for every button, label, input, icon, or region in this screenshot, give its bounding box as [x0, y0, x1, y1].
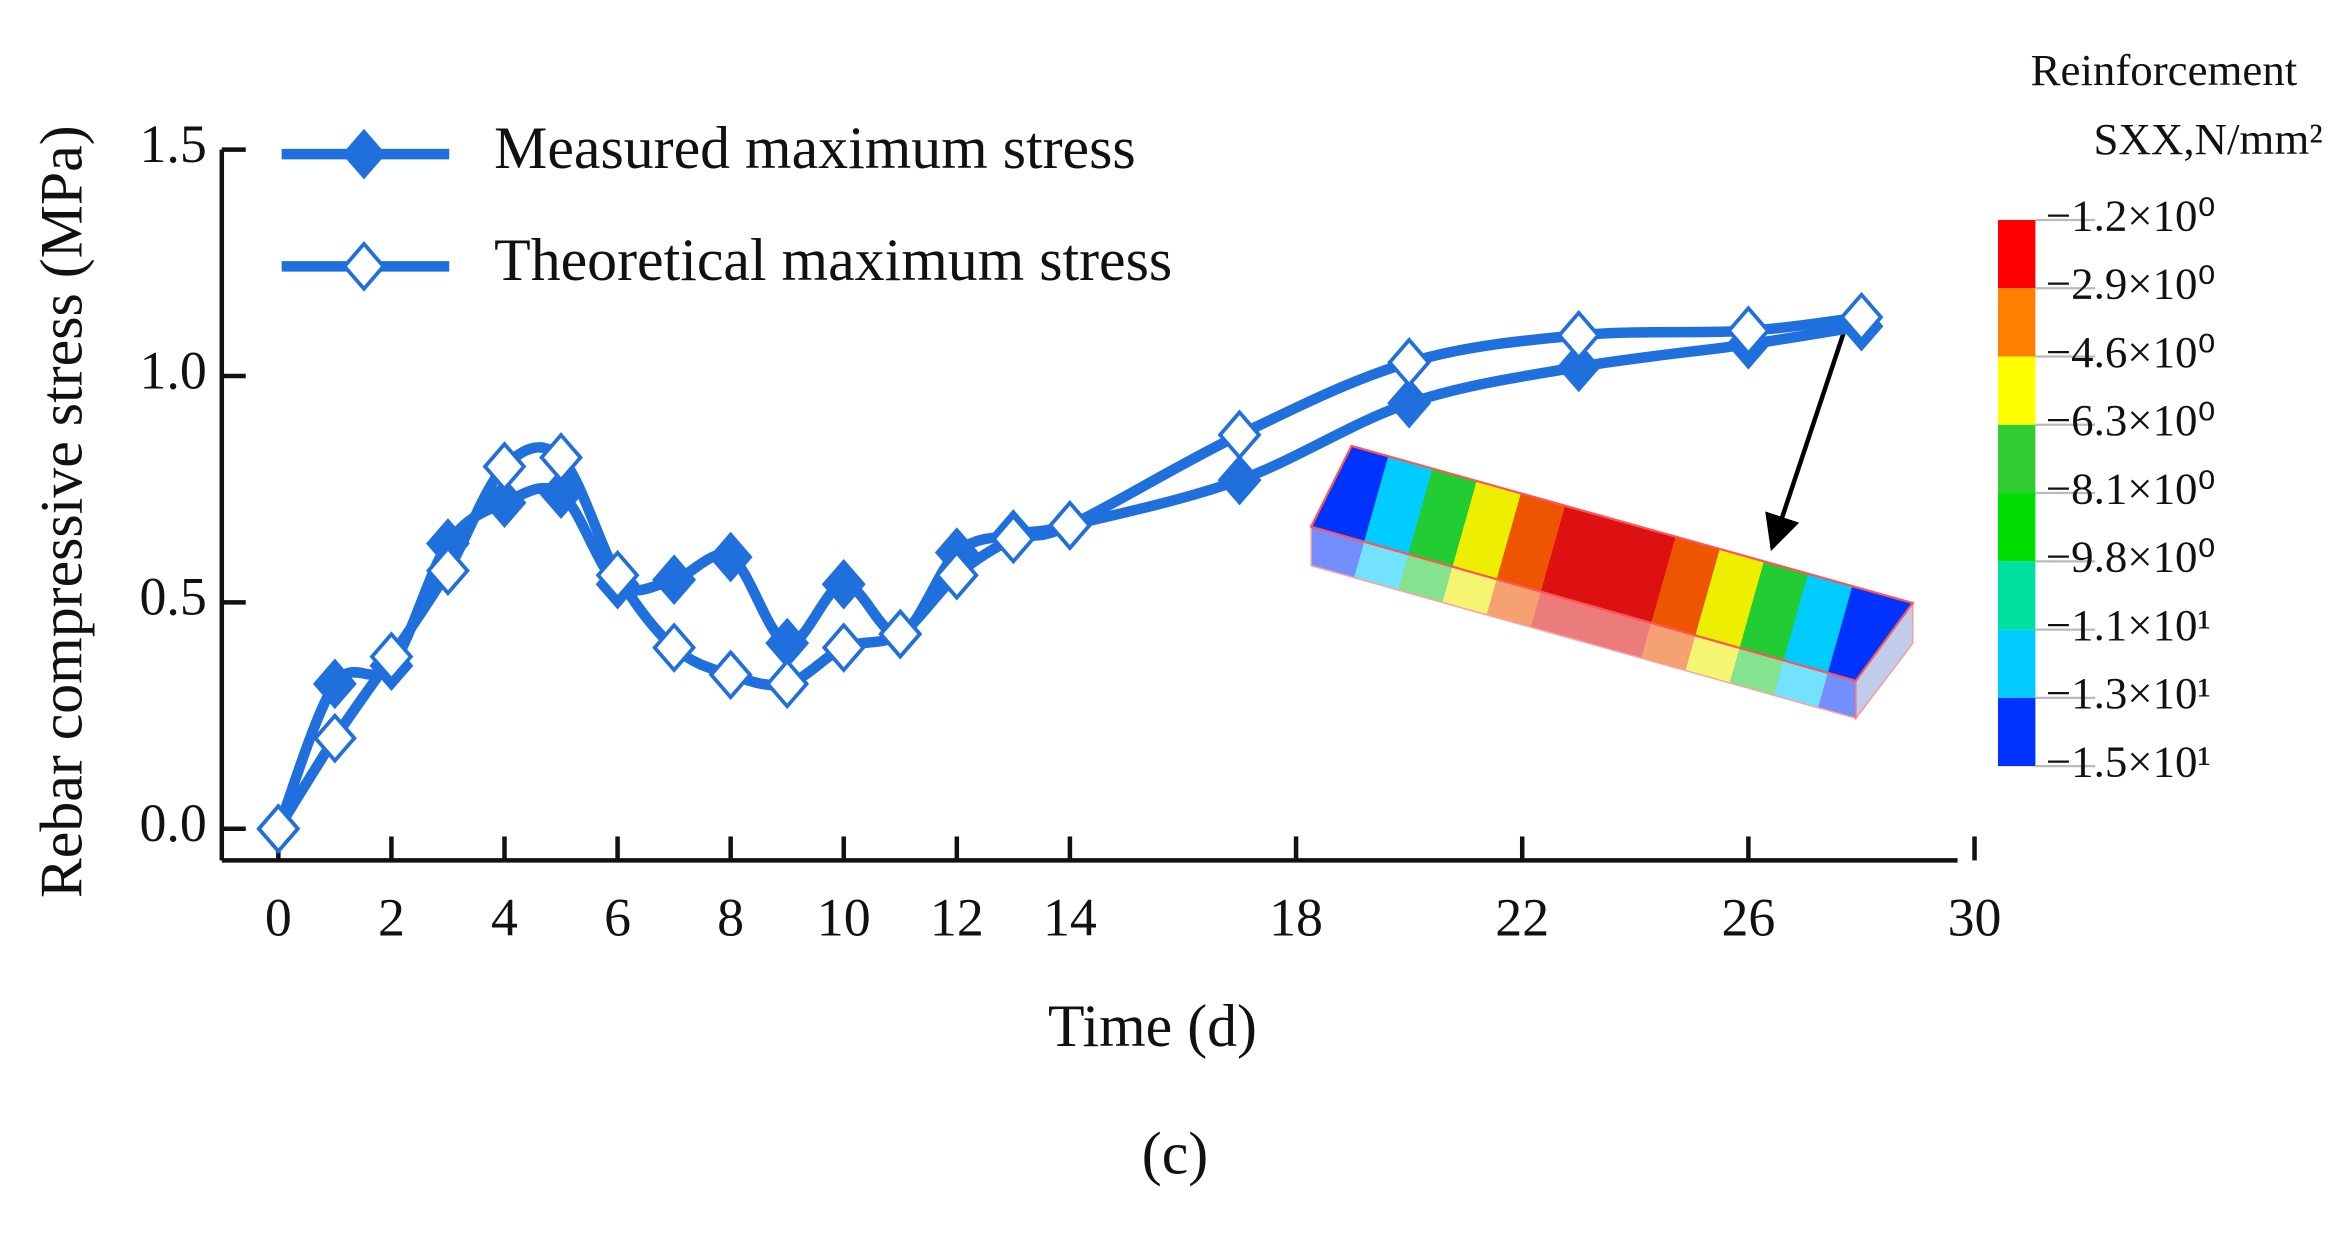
data-point [652, 622, 697, 673]
x-tick-label: 22 [1495, 888, 1549, 948]
data-point [1839, 291, 1884, 343]
data-point [1047, 500, 1092, 551]
colorbar-label: −2.9×10⁰ [2046, 259, 2216, 309]
data-point [1726, 305, 1771, 357]
data-point [1217, 454, 1262, 506]
data-point [821, 558, 866, 610]
x-tick-label: 6 [604, 888, 631, 948]
y-tick-label: 1.5 [140, 114, 207, 174]
inset-model [1309, 444, 1915, 721]
data-point [312, 712, 357, 764]
x-tick-label: 30 [1948, 888, 2002, 948]
caption: (c) [1142, 1120, 1208, 1186]
x-tick-label: 14 [1043, 888, 1097, 948]
colorbar-band [1997, 288, 2036, 357]
y-axis-label: Rebar compressive stress (MPa) [28, 125, 94, 898]
data-point [1556, 341, 1601, 393]
x-tick-label: 0 [265, 888, 292, 948]
colorbar-band [1997, 561, 2036, 630]
data-point [934, 549, 979, 601]
data-point [765, 658, 810, 710]
colorbar-band [1997, 697, 2036, 767]
legend-label: Measured maximum stress [494, 115, 1136, 181]
colorbar-label: −6.3×10⁰ [2046, 395, 2216, 445]
data-point [595, 549, 640, 601]
x-tick-label: 2 [378, 888, 405, 948]
data-point [256, 803, 301, 855]
data-point [482, 441, 527, 492]
data-point [1556, 309, 1601, 361]
data-point [369, 631, 414, 682]
x-tick-label: 10 [817, 888, 871, 948]
arrow [1765, 331, 1846, 552]
x-tick-label: 18 [1269, 888, 1323, 948]
y-tick-label: 1.0 [140, 340, 207, 400]
colorbar-label: −1.5×10¹ [2046, 736, 2211, 786]
colorbar-band [1997, 356, 2036, 425]
x-tick-label: 12 [930, 888, 984, 948]
colorbar-label: −9.8×10⁰ [2046, 532, 2216, 582]
data-point [821, 622, 866, 673]
data-point [1387, 337, 1432, 388]
colorbar-band [1997, 493, 2036, 562]
data-point [539, 468, 583, 520]
colorbar-band [1997, 424, 2036, 494]
data-point [878, 608, 923, 660]
colorbar-label: −1.3×10¹ [2046, 668, 2211, 718]
data-point [1217, 409, 1262, 461]
data-point [708, 531, 753, 583]
data-point [652, 554, 697, 606]
data-point [312, 658, 357, 710]
colorbar-label: −1.1×10¹ [2046, 600, 2211, 650]
colorbar-label: −1.2×10⁰ [2046, 190, 2216, 240]
colorbar-unit: SXX,N/mm² [2094, 114, 2323, 164]
colorbar-label: −8.1×10⁰ [2046, 463, 2216, 513]
data-point [482, 477, 527, 529]
x-axis-label: Time (d) [1048, 993, 1257, 1059]
legend-marker [342, 241, 386, 292]
legend-label: Theoretical maximum stress [494, 227, 1172, 293]
colorbar-label: −4.6×10⁰ [2046, 327, 2216, 377]
data-point [991, 513, 1036, 565]
x-tick-label: 26 [1721, 888, 1775, 948]
data-point [1387, 377, 1432, 429]
y-tick-label: 0.5 [140, 567, 207, 627]
colorbar-band [1997, 629, 2036, 698]
data-point [426, 545, 470, 596]
colorbar-band [1997, 219, 2036, 289]
colorbar-title: Reinforcement [2031, 45, 2298, 95]
legend-marker [342, 128, 386, 180]
x-tick-label: 8 [717, 888, 744, 948]
y-tick-label: 0.0 [140, 793, 207, 853]
data-point [708, 649, 753, 701]
x-tick-label: 4 [491, 888, 518, 948]
data-point [539, 432, 583, 483]
